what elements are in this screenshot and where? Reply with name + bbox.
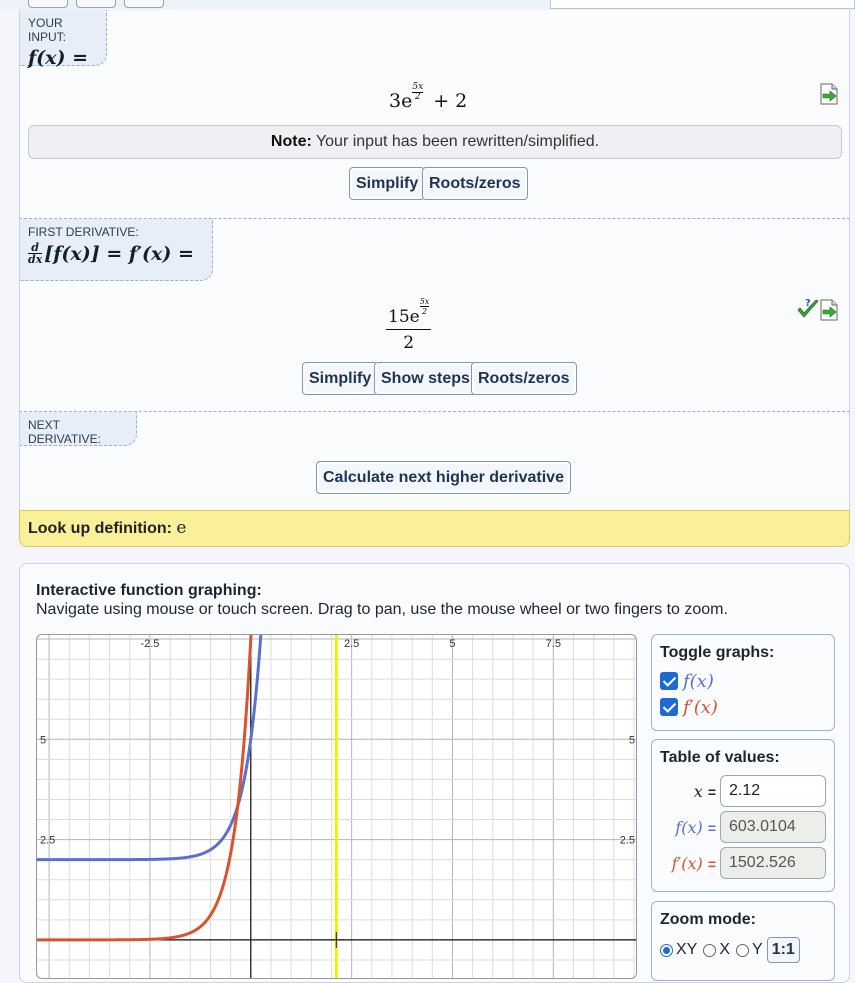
toolbar-strip — [0, 0, 855, 10]
f-value-output: 603.0104 — [720, 811, 826, 843]
toolbar-button-2[interactable] — [76, 0, 116, 8]
toggle-fp-label: f′(x) — [683, 696, 718, 718]
x-tick-label: -2.5 — [140, 638, 159, 650]
toggle-fp-checkbox[interactable] — [660, 698, 678, 716]
zoom-x-label: X — [719, 941, 731, 958]
input-simplify-button[interactable]: Simplify — [349, 167, 426, 200]
input-expr-exp-den: 2 — [414, 92, 421, 102]
f-label: f(x) = — [675, 817, 716, 837]
verified-check-icon[interactable]: ? — [796, 297, 819, 319]
x-tick-label: 2.5 — [344, 638, 359, 650]
input-tag-math: f(x) = — [28, 47, 89, 69]
zoom-mode-panel: Zoom mode: XY X Y 1:1 — [651, 901, 835, 981]
derivative-export-doc-icon[interactable] — [820, 299, 838, 321]
fp-row: f′(x) = 1502.526 — [660, 845, 826, 881]
y-tick-label-right: 2.5 — [620, 835, 635, 847]
graphing-title: Interactive function graphing: — [36, 582, 262, 599]
toggle-fp-row[interactable]: f′(x) — [660, 694, 826, 720]
input-expr-coef: 3e — [389, 90, 413, 112]
show-steps-button[interactable]: Show steps — [374, 362, 477, 395]
first-derivative-section: FIRST DERIVATIVE: d dx [f(x)] = f′(x) = 1… — [19, 218, 850, 411]
derivative-tag-math: d dx [f(x)] = f′(x) = — [28, 242, 202, 265]
x-label: x = — [693, 781, 716, 801]
fp-value-output: 1502.526 — [720, 847, 826, 879]
input-roots-button[interactable]: Roots/zeros — [422, 167, 528, 200]
toggle-f-row[interactable]: f(x) — [660, 668, 826, 694]
y-tick-label-left: 5 — [40, 734, 46, 746]
zoom-ratio-button[interactable]: 1:1 — [766, 937, 800, 963]
zoom-title: Zoom mode: — [660, 911, 756, 928]
table-title: Table of values: — [660, 749, 780, 766]
graphing-card: Interactive function graphing: Navigate … — [19, 563, 850, 983]
toolbar-field[interactable] — [550, 0, 855, 9]
input-expr-exp-num: 5x — [412, 82, 424, 93]
function-plot[interactable]: -2.5 2.5 5 7.5 5 5 2.5 2.5 — [36, 634, 637, 979]
toggle-f-label: f(x) — [683, 670, 714, 692]
input-tag-label: YOUR INPUT: — [28, 16, 67, 44]
input-section: YOUR INPUT: f(x) = 3e 5x 2 + 2 Note: Your … — [19, 10, 850, 218]
zoom-y-label: Y — [752, 941, 763, 958]
svg-text:?: ? — [805, 298, 811, 309]
derivative-tag-dx: dx — [28, 253, 43, 266]
toolbar-button-3[interactable] — [124, 0, 164, 8]
y-tick-label-right: 5 — [629, 734, 635, 746]
export-doc-icon[interactable] — [820, 83, 838, 105]
lookup-label: Look up definition: — [28, 520, 172, 537]
x-row: x = 2.12 — [660, 773, 826, 809]
derivative-expr-exp-num: 5x — [419, 297, 430, 307]
next-derivative-button[interactable]: Calculate next higher derivative — [316, 461, 571, 494]
toggle-graphs-panel: Toggle graphs: f(x) f′(x) — [651, 634, 835, 731]
derivative-expr-coef: 15e — [388, 307, 420, 327]
toolbar-button-1[interactable] — [28, 0, 68, 8]
input-expression: 3e 5x 2 + 2 — [389, 82, 468, 113]
x-tick-label: 7.5 — [546, 638, 561, 650]
lookup-symbol-link[interactable]: e — [176, 518, 187, 538]
next-derivative-section: NEXT DERIVATIVE: Calculate next higher d… — [19, 411, 850, 511]
zoom-options: XY X Y 1:1 — [660, 935, 826, 965]
fp-curve — [37, 635, 253, 942]
zoom-y-radio[interactable] — [736, 943, 750, 957]
fp-label: f′(x) = — [671, 853, 716, 873]
derivative-roots-button[interactable]: Roots/zeros — [471, 362, 577, 395]
input-expr-tail: + 2 — [433, 90, 468, 112]
note-bold: Note: — [270, 133, 312, 150]
graphing-subtitle: Navigate using mouse or touch screen. Dr… — [36, 601, 728, 618]
next-derivative-tag: NEXT DERIVATIVE: — [20, 412, 137, 446]
zoom-x-radio[interactable] — [703, 943, 717, 957]
derivative-tag-rest: [f(x)] = f′(x) = — [44, 242, 194, 265]
derivative-simplify-button[interactable]: Simplify — [302, 362, 379, 395]
derivative-tag-d: d — [28, 242, 43, 254]
toggle-f-checkbox[interactable] — [660, 672, 678, 690]
derivative-tag-label: FIRST DERIVATIVE: — [28, 225, 139, 239]
toggle-title: Toggle graphs: — [660, 644, 775, 661]
derivative-expression: 15e 5x 2 2 — [386, 297, 432, 353]
note-text: Your input has been rewritten/simplified… — [315, 133, 600, 150]
input-tag: YOUR INPUT: f(x) = — [20, 10, 107, 69]
derivative-expr-exp-den: 2 — [421, 307, 428, 316]
f-row: f(x) = 603.0104 — [660, 809, 826, 845]
y-tick-label-left: 2.5 — [40, 835, 55, 847]
zoom-xy-radio[interactable] — [660, 943, 673, 957]
x-value-input[interactable]: 2.12 — [720, 775, 826, 807]
plot-svg[interactable]: -2.5 2.5 5 7.5 5 5 2.5 2.5 — [37, 635, 637, 979]
derivative-expr-den: 2 — [403, 333, 415, 353]
f-curve — [37, 635, 263, 862]
derivative-tag: FIRST DERIVATIVE: d dx [f(x)] = f′(x) = — [20, 219, 213, 281]
x-tick-label: 5 — [449, 638, 455, 650]
zoom-xy-label: XY — [676, 941, 698, 958]
table-of-values-panel: Table of values: x = 2.12 f(x) = 603.010… — [651, 739, 835, 892]
lookup-definition-bar: Look up definition: e — [19, 510, 850, 547]
rewrite-note: Note: Your input has been rewritten/simp… — [28, 125, 842, 159]
